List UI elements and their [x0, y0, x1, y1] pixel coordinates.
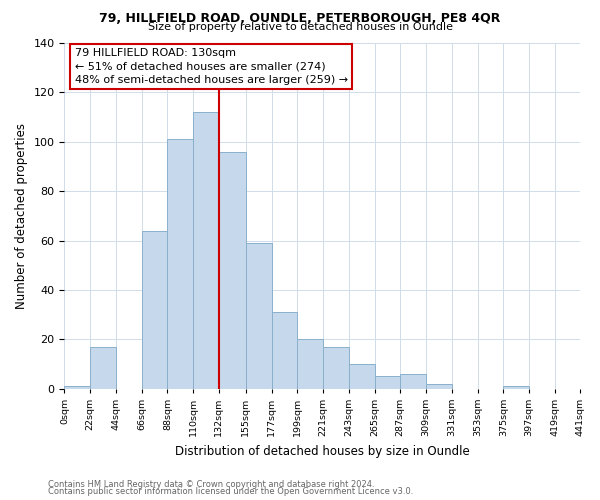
Text: 79 HILLFIELD ROAD: 130sqm
← 51% of detached houses are smaller (274)
48% of semi: 79 HILLFIELD ROAD: 130sqm ← 51% of detac…	[75, 48, 348, 84]
Bar	[219, 152, 246, 388]
Bar	[297, 340, 323, 388]
X-axis label: Distribution of detached houses by size in Oundle: Distribution of detached houses by size …	[175, 444, 470, 458]
Bar	[90, 346, 116, 389]
Bar	[64, 386, 90, 388]
Bar	[400, 374, 426, 388]
Bar	[246, 243, 272, 388]
Bar	[323, 346, 349, 389]
Y-axis label: Number of detached properties: Number of detached properties	[15, 123, 28, 309]
Text: Size of property relative to detached houses in Oundle: Size of property relative to detached ho…	[148, 22, 452, 32]
Text: 79, HILLFIELD ROAD, OUNDLE, PETERBOROUGH, PE8 4QR: 79, HILLFIELD ROAD, OUNDLE, PETERBOROUGH…	[100, 12, 500, 24]
Bar	[426, 384, 452, 388]
Bar	[193, 112, 219, 388]
Text: Contains public sector information licensed under the Open Government Licence v3: Contains public sector information licen…	[48, 487, 413, 496]
Bar	[272, 312, 297, 388]
Bar	[374, 376, 400, 388]
Bar	[503, 386, 529, 388]
Bar	[142, 230, 167, 388]
Bar	[167, 140, 193, 388]
Text: Contains HM Land Registry data © Crown copyright and database right 2024.: Contains HM Land Registry data © Crown c…	[48, 480, 374, 489]
Bar	[349, 364, 374, 388]
